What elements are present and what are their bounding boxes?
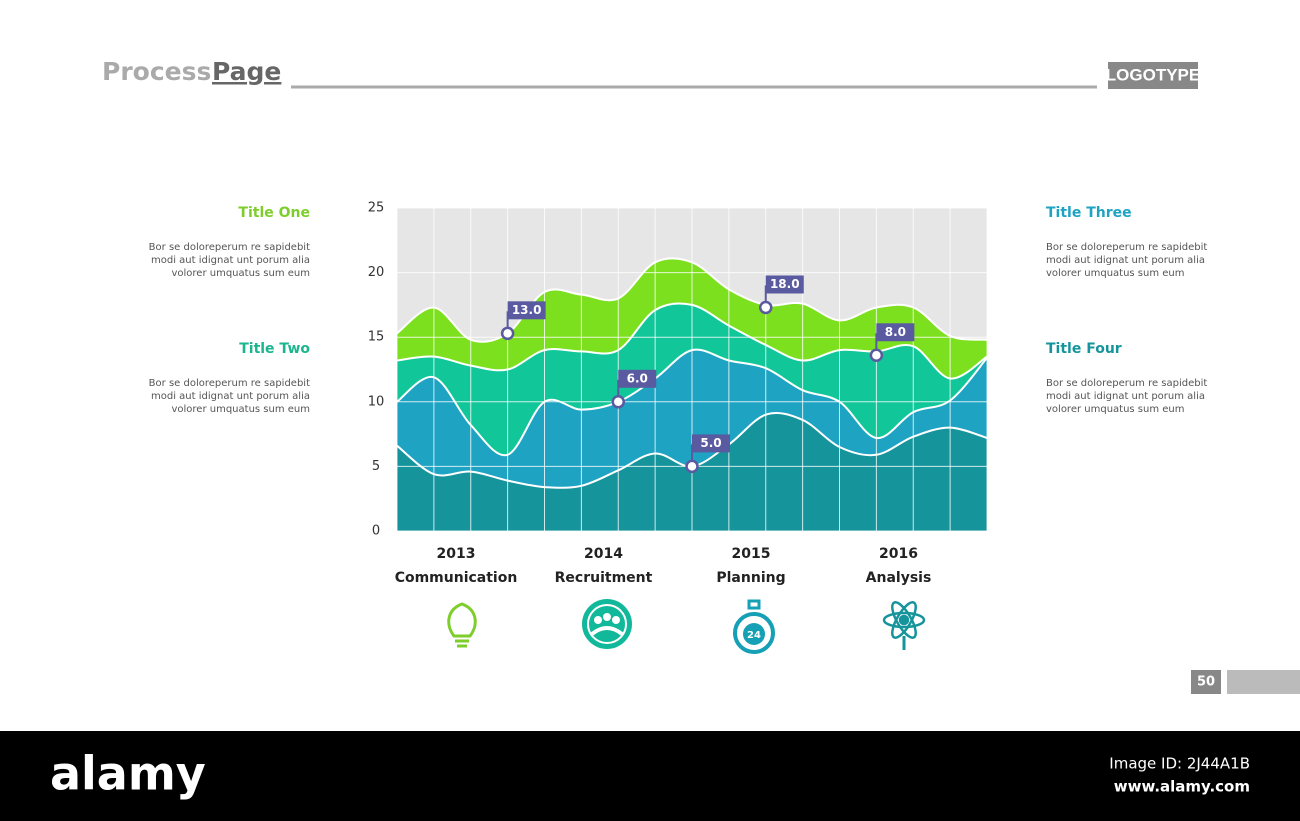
x-tick-name: Analysis: [866, 570, 932, 586]
y-tick-label: 10: [368, 394, 385, 409]
page-bar: [1227, 670, 1300, 694]
logo-box: [1108, 62, 1198, 89]
x-tick-label: 2013: [437, 546, 476, 562]
annotation-label: 18.0: [770, 277, 800, 291]
y-tick-label: 5: [372, 459, 380, 474]
footer-bar: [0, 731, 1300, 821]
atom-icon: [882, 601, 926, 650]
globe-icon: [582, 599, 632, 649]
panel-text: Bor se doloreperum re sapidebit: [1046, 242, 1207, 253]
panel-text: Bor se doloreperum re sapidebit: [149, 242, 310, 253]
panel-text: modi aut idignat unt porum alia: [151, 391, 310, 402]
y-tick-label: 25: [368, 201, 385, 216]
annotation-flag: [618, 369, 657, 388]
title-bold: Page: [212, 57, 281, 86]
x-tick-name: Planning: [716, 570, 785, 586]
logo: LOGOTYPE: [1106, 65, 1200, 84]
stopwatch-icon: [733, 599, 775, 654]
page-number: 50: [1197, 675, 1215, 690]
x-tick-label: 2016: [879, 546, 918, 562]
area-edge: [396, 302, 988, 380]
annotation-label: 6.0: [627, 371, 648, 385]
panel-text: volorer umquatus sum eum: [1046, 268, 1185, 279]
panel-text: volorer umquatus sum eum: [171, 268, 310, 279]
page-number-box: [1191, 670, 1221, 694]
annotation-flag: [765, 275, 804, 294]
stopwatch-label: 24: [747, 630, 761, 641]
footer-url: www.alamy.com: [1114, 778, 1250, 796]
footer-id: Image ID: 2J44A1B: [1109, 755, 1250, 773]
annotation-marker: [869, 348, 884, 363]
annotation-marker: [611, 395, 625, 409]
annotation-marker: [759, 300, 773, 315]
annotation-label: 5.0: [700, 436, 721, 450]
panel-title: Title Two: [239, 341, 310, 357]
annotation-label: 13.0: [512, 303, 542, 317]
annotation-flag: [692, 434, 730, 453]
y-tick-label: 0: [372, 524, 380, 539]
icons: 24: [447, 599, 926, 654]
y-tick-label: 20: [368, 265, 385, 280]
y-tick-label: 15: [368, 330, 385, 345]
panel-text: volorer umquatus sum eum: [171, 404, 310, 415]
panel-text: volorer umquatus sum eum: [1046, 404, 1185, 415]
area-edge: [396, 257, 988, 343]
panel-text: modi aut idignat unt porum alia: [1046, 255, 1205, 266]
x-tick-label: 2014: [584, 546, 623, 562]
panel-title: Title Four: [1046, 341, 1122, 357]
panel-text: Bor se doloreperum re sapidebit: [149, 378, 310, 389]
bulb-icon: [447, 602, 477, 648]
x-tick-name: Recruitment: [555, 570, 653, 586]
annotation-marker: [685, 459, 699, 474]
panel-title: Title One: [238, 205, 310, 221]
x-tick-label: 2015: [732, 546, 771, 562]
annotation-flag: [876, 323, 915, 342]
panel-title: Title Three: [1046, 205, 1132, 221]
x-tick-name: Communication: [395, 570, 518, 586]
area-edge: [396, 348, 988, 457]
panel-text: modi aut idignat unt porum alia: [1046, 391, 1205, 402]
annotation-marker: [500, 326, 515, 341]
annotation-label: 8.0: [885, 325, 906, 339]
panel-text: modi aut idignat unt porum alia: [151, 255, 310, 266]
panel-text: Bor se doloreperum re sapidebit: [1046, 378, 1207, 389]
title-light: Process: [102, 57, 211, 86]
footer-brand: alamy: [50, 747, 206, 801]
annotation-flag: [507, 301, 546, 320]
